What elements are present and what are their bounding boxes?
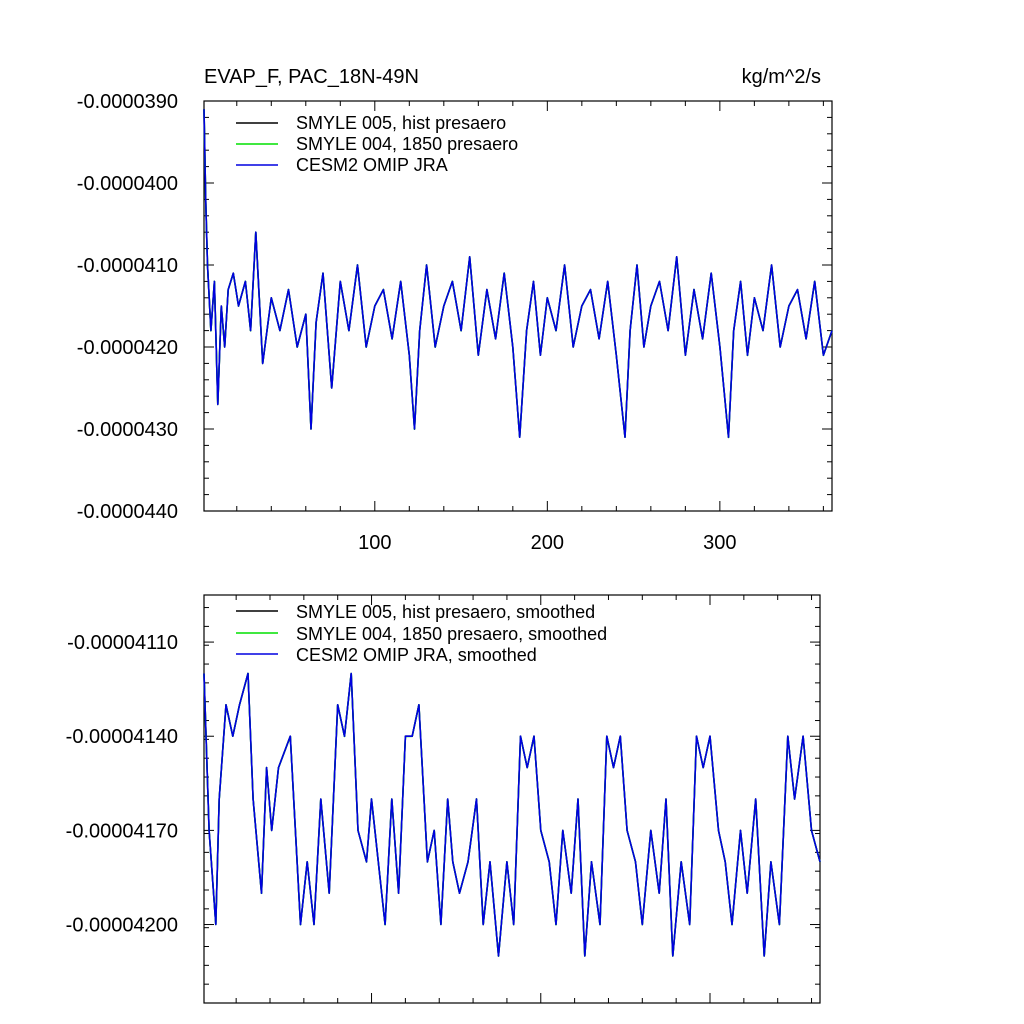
y-tick-label: -0.0000400 bbox=[77, 173, 178, 195]
y-tick-label: -0.00004200 bbox=[66, 915, 178, 937]
series-line-cesm2 bbox=[203, 672, 821, 957]
top-panel: EVAP_F, PAC_18N-49N kg/m^2/s -0.0000390-… bbox=[77, 66, 833, 554]
y-tick-label: -0.00004170 bbox=[66, 820, 178, 842]
y-tick-label: -0.00004140 bbox=[66, 726, 178, 748]
y-tick-label: -0.0000420 bbox=[77, 337, 178, 359]
legend-label-smyle005: SMYLE 005, hist presaero bbox=[296, 113, 506, 133]
plot-frame-bottom bbox=[203, 594, 821, 1004]
legend-label-cesm2-smoothed: CESM2 OMIP JRA, smoothed bbox=[296, 645, 537, 665]
legend-label-smyle004: SMYLE 004, 1850 presaero bbox=[296, 134, 518, 154]
legend-label-smyle004-smoothed: SMYLE 004, 1850 presaero, smoothed bbox=[296, 624, 607, 644]
x-tick-label: 300 bbox=[703, 532, 736, 554]
series-line-cesm2 bbox=[203, 109, 833, 439]
chart-title: EVAP_F, PAC_18N-49N bbox=[204, 66, 419, 88]
y-axis-bottom: -0.00004110 -0.00004140 -0.00004170 -0.0000… bbox=[66, 607, 820, 1004]
x-axis-bottom bbox=[235, 595, 813, 1003]
legend-bottom: SMYLE 005, hist presaero, smoothed SMYLE… bbox=[236, 602, 607, 665]
x-tick-label: 100 bbox=[358, 532, 391, 554]
y-tick-label: -0.0000410 bbox=[77, 255, 178, 277]
x-axis-top: 100 200 300 bbox=[236, 101, 824, 554]
y-tick-label: -0.0000440 bbox=[77, 501, 178, 523]
bottom-panel: -0.00004110 -0.00004140 -0.00004170 -0.0000… bbox=[66, 594, 821, 1004]
plot-frame-top bbox=[203, 100, 833, 512]
y-axis-top: -0.0000390 -0.0000400 -0.0000410 -0.0000420… bbox=[77, 91, 832, 523]
y-tick-label: -0.0000390 bbox=[77, 91, 178, 113]
legend-top: SMYLE 005, hist presaero SMYLE 004, 1850… bbox=[236, 113, 518, 175]
y-tick-label: -0.0000430 bbox=[77, 419, 178, 441]
legend-label-cesm2: CESM2 OMIP JRA bbox=[296, 155, 448, 175]
y-tick-label: -0.00004110 bbox=[67, 632, 178, 654]
series-group-bottom bbox=[203, 672, 821, 957]
units-label: kg/m^2/s bbox=[742, 66, 821, 88]
legend-label-smyle005-smoothed: SMYLE 005, hist presaero, smoothed bbox=[296, 602, 595, 622]
x-tick-label: 200 bbox=[531, 532, 564, 554]
series-group-top bbox=[203, 109, 833, 439]
